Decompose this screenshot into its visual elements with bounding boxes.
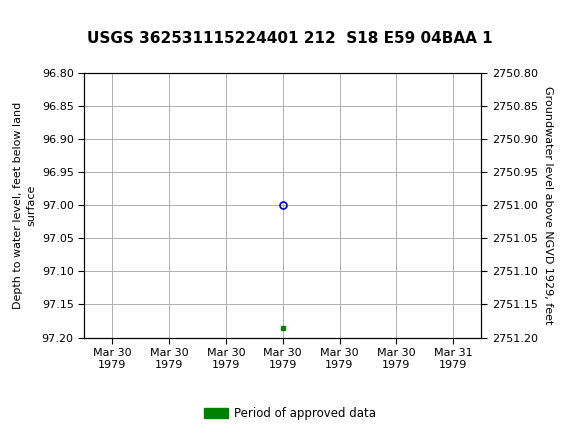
Y-axis label: Groundwater level above NGVD 1929, feet: Groundwater level above NGVD 1929, feet [543, 86, 553, 325]
Text: ╳USGS: ╳USGS [9, 6, 75, 27]
Legend: Period of approved data: Period of approved data [204, 407, 376, 420]
Y-axis label: Depth to water level, feet below land
surface: Depth to water level, feet below land su… [13, 102, 36, 309]
Text: USGS 362531115224401 212  S18 E59 04BAA 1: USGS 362531115224401 212 S18 E59 04BAA 1 [87, 31, 493, 46]
